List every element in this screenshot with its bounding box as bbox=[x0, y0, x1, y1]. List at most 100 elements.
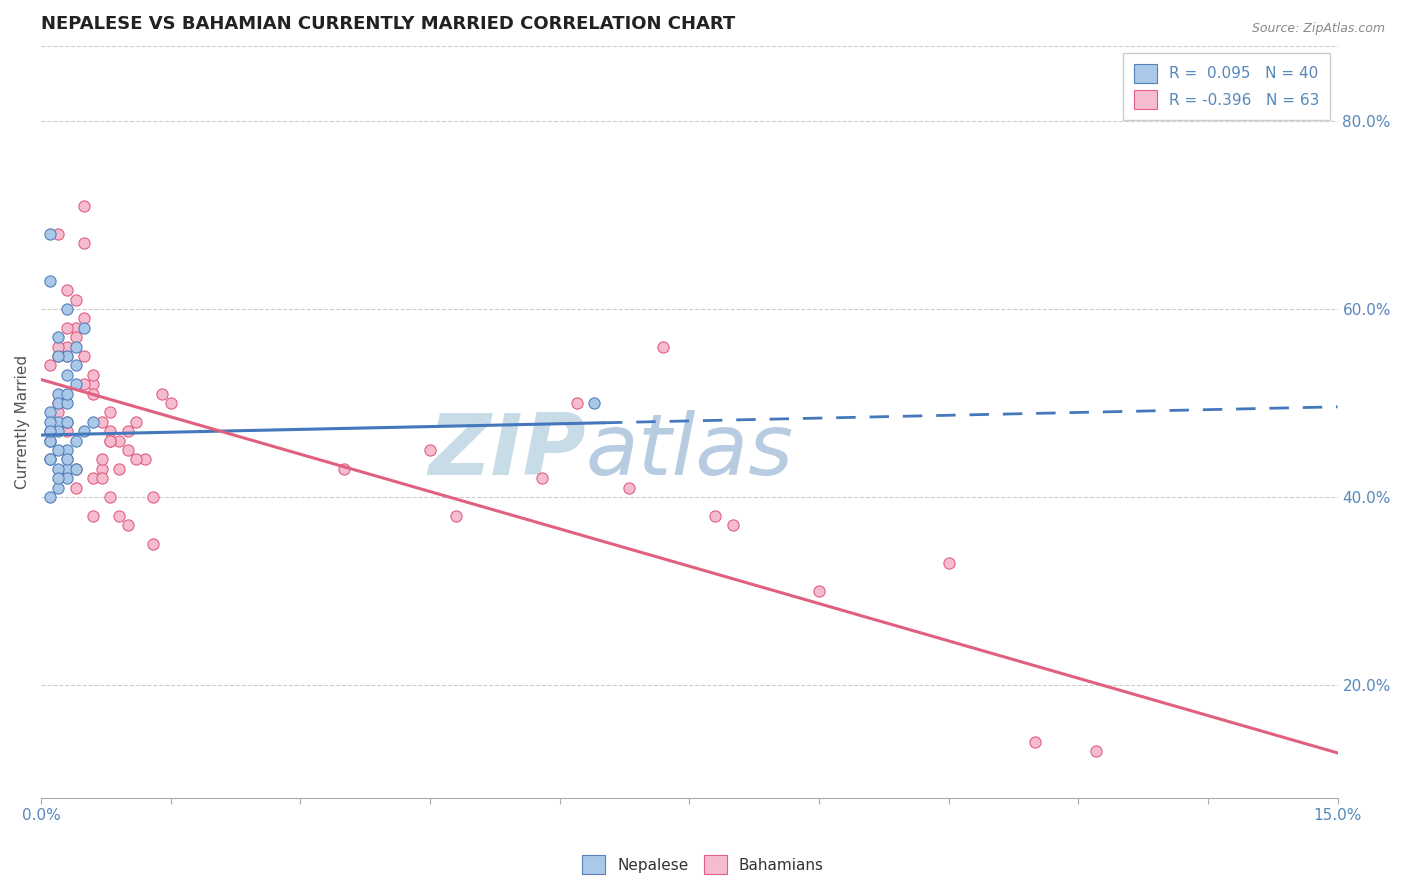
Text: ZIP: ZIP bbox=[427, 410, 586, 493]
Point bbox=[48, 405, 70, 419]
Legend: R =  0.095   N = 40, R = -0.396   N = 63: R = 0.095 N = 40, R = -0.396 N = 63 bbox=[1123, 54, 1330, 120]
Point bbox=[48, 386, 70, 401]
Point bbox=[808, 584, 831, 599]
Point bbox=[48, 462, 70, 476]
Point bbox=[117, 443, 139, 458]
Point bbox=[56, 396, 79, 410]
Point bbox=[73, 424, 96, 438]
Point bbox=[56, 424, 79, 438]
Point bbox=[38, 227, 60, 241]
Point bbox=[90, 452, 112, 467]
Point bbox=[38, 434, 60, 448]
Point bbox=[48, 330, 70, 344]
Point bbox=[38, 424, 60, 438]
Point bbox=[73, 311, 96, 326]
Point bbox=[56, 349, 79, 363]
Text: NEPALESE VS BAHAMIAN CURRENTLY MARRIED CORRELATION CHART: NEPALESE VS BAHAMIAN CURRENTLY MARRIED C… bbox=[41, 15, 735, 33]
Point bbox=[98, 434, 121, 448]
Point bbox=[531, 471, 554, 485]
Point bbox=[108, 462, 131, 476]
Point bbox=[82, 377, 104, 392]
Text: Source: ZipAtlas.com: Source: ZipAtlas.com bbox=[1251, 22, 1385, 36]
Point bbox=[56, 301, 79, 316]
Point bbox=[65, 481, 87, 495]
Point bbox=[444, 508, 467, 523]
Point bbox=[65, 462, 87, 476]
Point bbox=[56, 368, 79, 382]
Point bbox=[38, 274, 60, 288]
Legend: Nepalese, Bahamians: Nepalese, Bahamians bbox=[576, 849, 830, 880]
Point bbox=[48, 443, 70, 458]
Point bbox=[65, 321, 87, 335]
Point bbox=[65, 434, 87, 448]
Point bbox=[65, 293, 87, 307]
Point bbox=[938, 556, 960, 570]
Point bbox=[134, 452, 156, 467]
Point bbox=[90, 462, 112, 476]
Point bbox=[56, 386, 79, 401]
Point bbox=[721, 518, 744, 533]
Point bbox=[48, 396, 70, 410]
Point bbox=[117, 518, 139, 533]
Point bbox=[704, 508, 727, 523]
Point bbox=[38, 452, 60, 467]
Point bbox=[38, 405, 60, 419]
Point bbox=[1024, 734, 1046, 748]
Point bbox=[82, 415, 104, 429]
Point bbox=[73, 198, 96, 212]
Point bbox=[583, 396, 606, 410]
Point bbox=[65, 330, 87, 344]
Point bbox=[48, 340, 70, 354]
Point bbox=[142, 537, 165, 551]
Point bbox=[65, 359, 87, 373]
Point bbox=[65, 377, 87, 392]
Point bbox=[159, 396, 181, 410]
Point bbox=[56, 415, 79, 429]
Point bbox=[38, 452, 60, 467]
Point bbox=[48, 415, 70, 429]
Point bbox=[65, 462, 87, 476]
Point bbox=[56, 321, 79, 335]
Point bbox=[48, 424, 70, 438]
Point bbox=[82, 508, 104, 523]
Point bbox=[117, 424, 139, 438]
Point bbox=[82, 386, 104, 401]
Point bbox=[142, 490, 165, 504]
Point bbox=[565, 396, 588, 410]
Point bbox=[48, 227, 70, 241]
Point bbox=[48, 471, 70, 485]
Point bbox=[617, 481, 640, 495]
Point bbox=[332, 462, 354, 476]
Point bbox=[56, 462, 79, 476]
Point bbox=[98, 424, 121, 438]
Point bbox=[56, 452, 79, 467]
Point bbox=[652, 340, 675, 354]
Point bbox=[38, 490, 60, 504]
Point bbox=[125, 452, 148, 467]
Point bbox=[82, 471, 104, 485]
Text: atlas: atlas bbox=[586, 410, 793, 493]
Point bbox=[1084, 744, 1107, 758]
Point bbox=[73, 236, 96, 251]
Point bbox=[48, 349, 70, 363]
Point bbox=[125, 415, 148, 429]
Point bbox=[90, 415, 112, 429]
Point bbox=[65, 340, 87, 354]
Point bbox=[419, 443, 441, 458]
Point bbox=[98, 490, 121, 504]
Point bbox=[150, 386, 173, 401]
Point bbox=[73, 349, 96, 363]
Point bbox=[38, 424, 60, 438]
Point bbox=[56, 415, 79, 429]
Point bbox=[48, 349, 70, 363]
Point bbox=[48, 396, 70, 410]
Point bbox=[108, 434, 131, 448]
Point bbox=[98, 434, 121, 448]
Point bbox=[90, 471, 112, 485]
Point bbox=[73, 377, 96, 392]
Point bbox=[82, 368, 104, 382]
Point bbox=[56, 340, 79, 354]
Point bbox=[98, 405, 121, 419]
Point bbox=[56, 443, 79, 458]
Point bbox=[56, 283, 79, 297]
